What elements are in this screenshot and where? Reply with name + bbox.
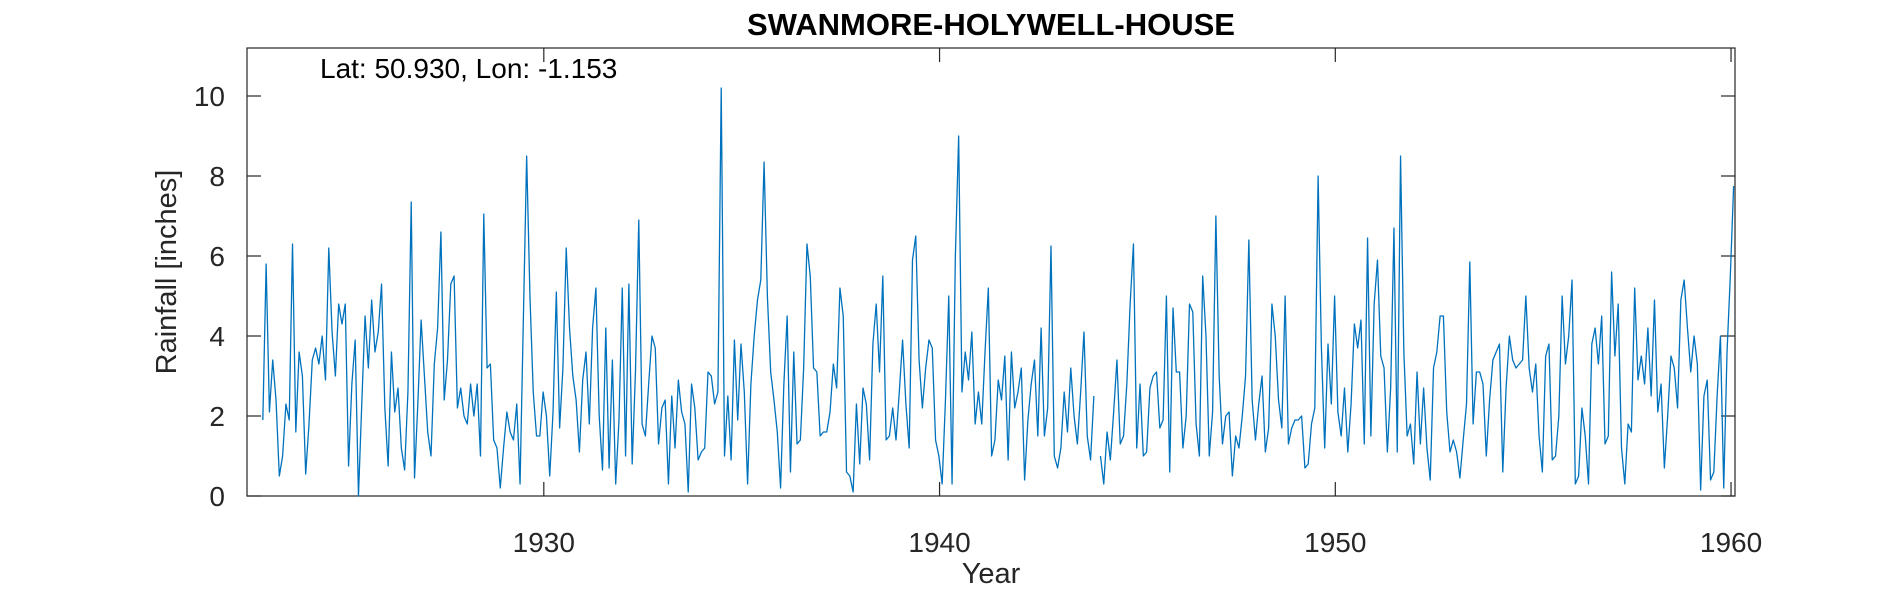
location-annotation: Lat: 50.930, Lon: -1.153 xyxy=(320,53,617,84)
rainfall-series-line xyxy=(262,87,1735,497)
x-tick-label: 1940 xyxy=(908,527,970,558)
x-tick-label: 1960 xyxy=(1700,527,1762,558)
y-tick-label: 10 xyxy=(194,81,225,112)
y-axis-label: Rainfall [inches] xyxy=(151,170,183,375)
y-tick-label: 0 xyxy=(209,481,225,512)
axis-ticks: 1930 1940 1950 1960 0 2 4 6 8 10 xyxy=(194,48,1762,558)
chart-title: SWANMORE-HOLYWELL-HOUSE xyxy=(747,7,1235,42)
x-tick-label: 1930 xyxy=(513,527,575,558)
y-tick-label: 2 xyxy=(209,401,225,432)
data-layer xyxy=(262,87,1735,497)
y-tick-label: 6 xyxy=(209,241,225,272)
y-tick-label: 4 xyxy=(209,321,225,352)
x-tick-label: 1950 xyxy=(1304,527,1366,558)
x-axis-label: Year xyxy=(962,558,1021,590)
y-tick-label: 8 xyxy=(209,161,225,192)
